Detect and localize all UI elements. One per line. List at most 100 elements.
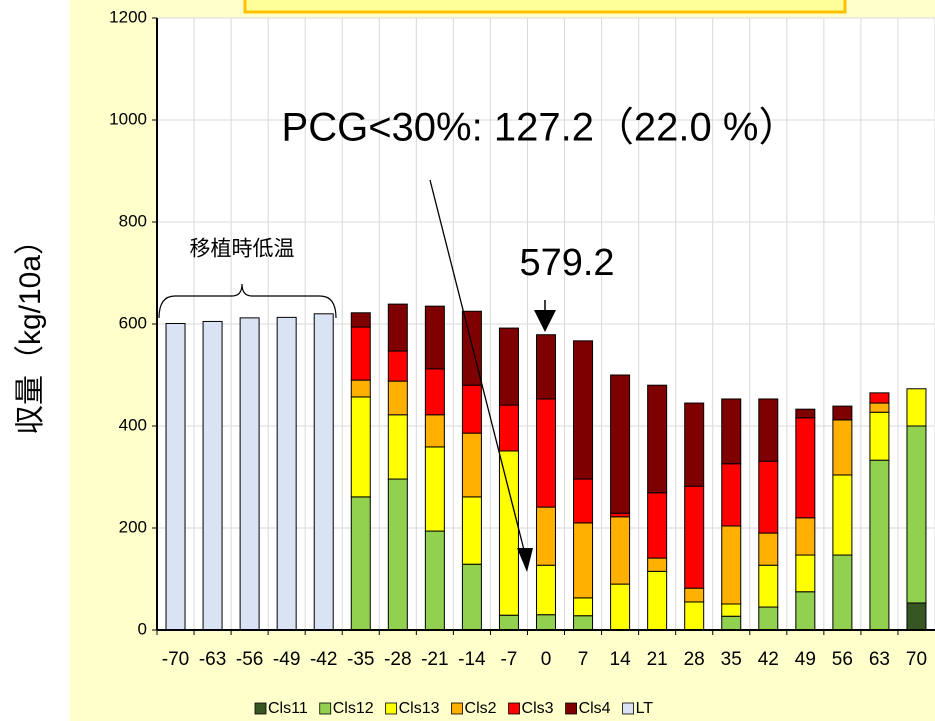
bar-segment bbox=[424, 414, 445, 448]
bar-segment bbox=[498, 404, 519, 452]
bar-segment bbox=[461, 384, 482, 434]
bar-segment bbox=[684, 587, 705, 603]
legend-label: Cls3 bbox=[522, 700, 554, 717]
bar-segment bbox=[498, 614, 519, 631]
bar-segment bbox=[832, 554, 853, 631]
x-tick-label: -14 bbox=[458, 649, 486, 670]
x-tick-label: -63 bbox=[199, 649, 226, 670]
bar-segment bbox=[424, 530, 445, 631]
arrow-head bbox=[534, 310, 556, 332]
bar-segment bbox=[536, 506, 556, 566]
legend-swatch bbox=[565, 702, 577, 715]
bar-segment bbox=[424, 305, 445, 370]
x-tick-label: 7 bbox=[578, 649, 589, 670]
legend-swatch bbox=[385, 702, 398, 715]
bar-segment bbox=[276, 316, 297, 631]
bar-segment bbox=[536, 614, 556, 631]
bar-segment bbox=[647, 557, 668, 572]
bar-segment bbox=[647, 570, 668, 631]
x-tick-label: 63 bbox=[869, 649, 890, 670]
bar-segment bbox=[869, 411, 890, 461]
bar-segment bbox=[461, 432, 482, 498]
legend-swatch bbox=[622, 702, 634, 715]
arrow-head bbox=[517, 548, 533, 572]
bar-segment bbox=[350, 312, 371, 328]
title-box bbox=[243, 0, 847, 14]
bar-segment bbox=[610, 516, 631, 585]
bar-segment bbox=[202, 320, 223, 631]
y-tick-label: 1000 bbox=[109, 109, 147, 128]
bar-segment bbox=[758, 398, 779, 462]
x-tick-label: -28 bbox=[384, 649, 411, 670]
arrow bbox=[429, 179, 525, 551]
bar-segment bbox=[647, 384, 668, 494]
legend-swatch bbox=[319, 702, 332, 715]
bar-segment bbox=[387, 380, 408, 416]
bar-segment bbox=[498, 327, 519, 406]
y-tick-label: 200 bbox=[119, 517, 147, 536]
y-tick-label: 600 bbox=[119, 313, 147, 332]
x-tick-label: 21 bbox=[647, 649, 668, 670]
bar-segment bbox=[573, 478, 594, 524]
bar-segment bbox=[461, 563, 482, 631]
bar-segment bbox=[573, 597, 594, 617]
bar-segment bbox=[573, 615, 594, 631]
bar-segment bbox=[795, 554, 816, 593]
legend-swatch bbox=[451, 702, 463, 715]
bar-segment bbox=[424, 368, 445, 416]
x-tick-label: 28 bbox=[684, 649, 705, 670]
bar-segment bbox=[869, 402, 890, 413]
bar-segment bbox=[387, 414, 408, 480]
bar-segment bbox=[461, 310, 482, 386]
x-tick-label: 35 bbox=[721, 649, 742, 670]
bars bbox=[157, 303, 935, 631]
bar-segment bbox=[573, 340, 594, 480]
bar-segment bbox=[869, 459, 890, 631]
bar-segment bbox=[461, 496, 482, 565]
bar-segment bbox=[387, 478, 408, 631]
annotations: PCG<30%: 127.2（22.0 %） 579.2 移植時低温 bbox=[158, 106, 799, 572]
bar-segment bbox=[832, 405, 853, 421]
bar-segment bbox=[313, 313, 334, 631]
x-tick-label: 56 bbox=[832, 649, 853, 670]
legend-label: LT bbox=[636, 700, 654, 717]
bar-segment bbox=[795, 408, 816, 419]
bar-segment bbox=[906, 602, 927, 631]
bar-segment bbox=[498, 450, 519, 616]
legend-label: Cls12 bbox=[333, 700, 374, 717]
bar-segment bbox=[387, 350, 408, 382]
x-tick-label: -56 bbox=[236, 649, 263, 670]
x-tick-label: 49 bbox=[795, 649, 816, 670]
bar-segment bbox=[165, 322, 186, 631]
x-tick-label: 0 bbox=[541, 649, 552, 670]
bar-segment bbox=[758, 564, 779, 608]
bar-segment bbox=[536, 398, 556, 508]
bar-segment bbox=[721, 463, 742, 527]
bar-segment bbox=[684, 402, 705, 487]
bar-segment bbox=[721, 525, 742, 605]
annotation: PCG<30%: 127.2（22.0 %） bbox=[282, 106, 799, 150]
annotation: 579.2 bbox=[519, 242, 614, 284]
brace bbox=[158, 283, 337, 319]
bar-segment bbox=[906, 388, 927, 427]
bar-segment bbox=[239, 317, 260, 631]
bar-segment bbox=[906, 425, 927, 604]
legend-label: Cls2 bbox=[465, 700, 497, 717]
x-tick-label: -35 bbox=[347, 649, 374, 670]
bar-segment bbox=[424, 446, 445, 532]
bar-segment bbox=[832, 419, 853, 476]
bar-segment bbox=[795, 517, 816, 556]
bar-segment bbox=[610, 374, 631, 514]
y-tick-label: 1200 bbox=[109, 7, 147, 26]
bar-segment bbox=[610, 512, 631, 518]
legend-label: Cls13 bbox=[399, 700, 440, 717]
bar-segment bbox=[350, 396, 371, 498]
annotation: 移植時低温 bbox=[190, 238, 295, 261]
legend-label: Cls11 bbox=[268, 700, 308, 717]
bar-segment bbox=[610, 583, 631, 631]
bar-segment bbox=[536, 564, 556, 616]
x-tick-label: -7 bbox=[500, 649, 517, 670]
bar-segment bbox=[684, 601, 705, 631]
bar-segment bbox=[573, 522, 594, 599]
